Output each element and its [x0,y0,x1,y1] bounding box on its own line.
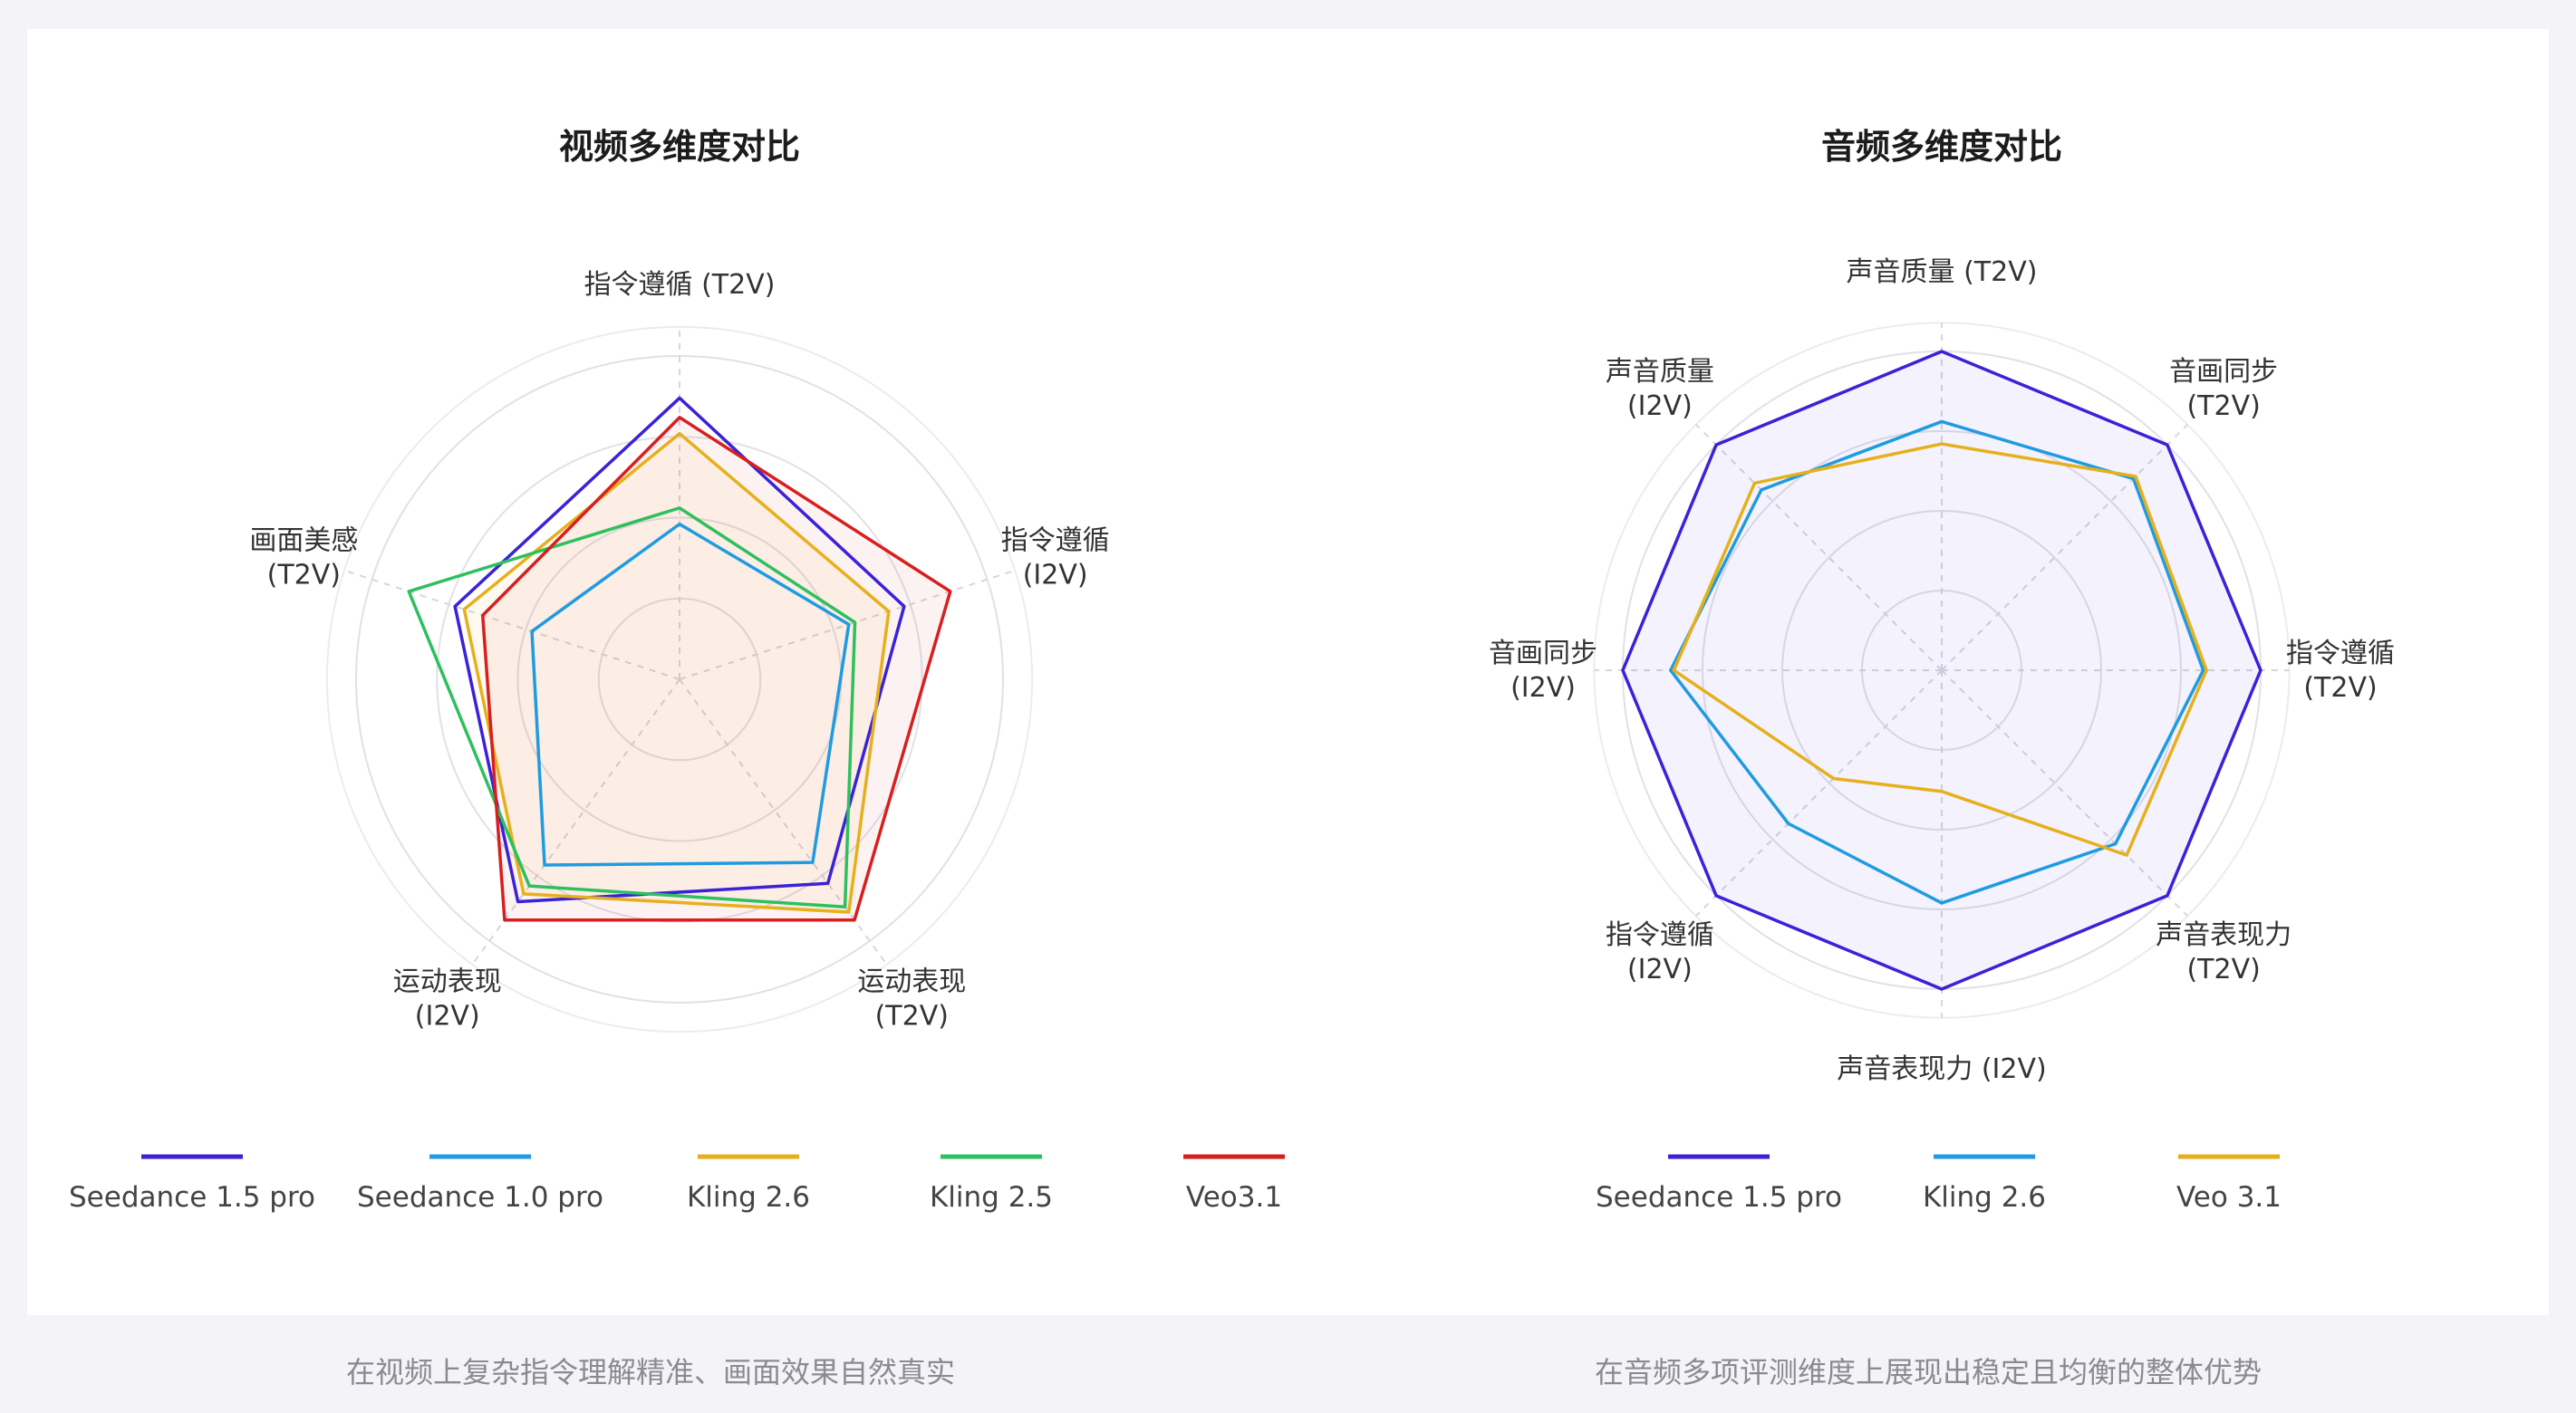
legend-label: Veo3.1 [1186,1181,1282,1214]
axis-spoke [471,678,680,966]
legend-label: Kling 2.6 [1923,1181,2046,1214]
charts-panel [27,29,2549,1315]
caption-video: 在视频上复杂指令理解精准、画面效果自然真实 [345,1355,956,1389]
axis-label: 指令遵循(I2V) [1606,919,1714,985]
axis-spoke [343,569,680,680]
legend-label: Kling 2.6 [687,1181,810,1214]
series-line [530,522,851,867]
legend-label: Seedance 1.0 pro [357,1181,603,1214]
series-line [1621,350,2262,991]
series-fill [1623,351,2261,989]
legend-label: Seedance 1.5 pro [1596,1181,1842,1214]
chart-title: 视频多维度对比 [559,127,800,167]
axis-label: 指令遵循 (T2V) [584,269,776,301]
axis-label: 音画同步(T2V) [2169,356,2278,422]
chart-title: 音频多维度对比 [1821,127,2062,167]
outer-ring [325,325,1034,1033]
axis-label: 运动表现(T2V) [857,966,966,1033]
series-line [462,431,891,914]
axis-label: 声音表现力 (I2V) [1837,1053,2046,1085]
legend-label: Veo 3.1 [2176,1181,2282,1214]
axis-label: 声音质量(I2V) [1606,356,1714,422]
series-line [1672,442,2208,857]
series-fill [464,433,889,913]
legend-label: Kling 2.5 [930,1181,1053,1214]
axis-label: 音画同步(I2V) [1489,638,1597,704]
axis-label: 声音表现力(T2V) [2156,919,2291,985]
axis-label: 声音质量 (T2V) [1847,256,2038,288]
series-line [1669,419,2205,905]
axis-spoke [679,569,1016,680]
series-fill [482,417,950,920]
axis-label: 运动表现(I2V) [393,966,502,1033]
series-line [453,396,906,904]
axis-label: 指令遵循(I2V) [1001,524,1110,591]
series-line [407,506,857,909]
grid-ring [1702,430,2182,910]
axis-label: 画面美感(T2V) [249,524,358,591]
caption-audio: 在音频多项评测维度上展现出稳定且均衡的整体优势 [1594,1355,2262,1389]
legend-label: Seedance 1.5 pro [69,1181,315,1214]
series-line [480,416,952,922]
grid-ring [1781,510,2102,831]
axis-label: 指令遵循(T2V) [2286,638,2395,704]
axis-spoke [679,678,888,966]
